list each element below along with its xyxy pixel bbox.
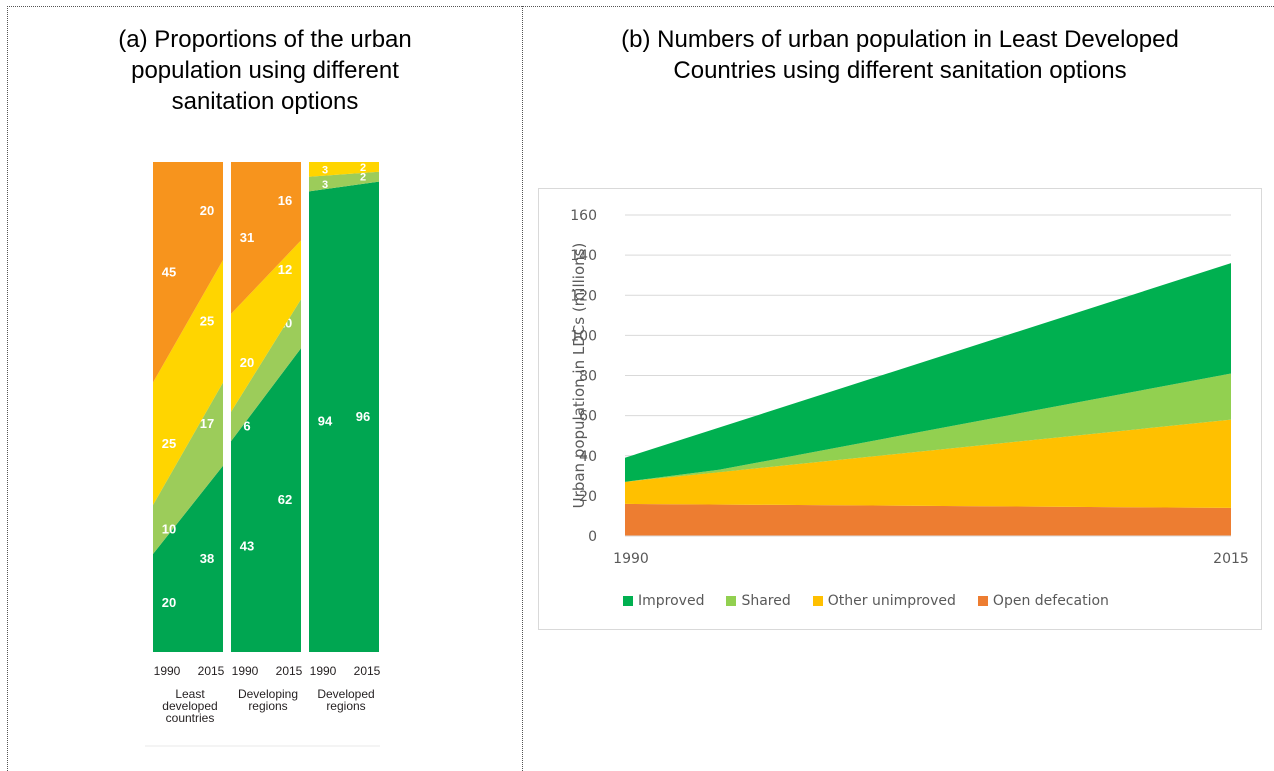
data-label: 96 <box>356 409 370 424</box>
area-shared <box>153 382 223 554</box>
tick-label: 2015 <box>354 664 381 678</box>
left-border <box>7 6 8 771</box>
data-label: 62 <box>278 492 292 507</box>
legend-item-improved: Improved <box>623 593 704 609</box>
data-label: 43 <box>240 539 254 554</box>
data-label: 94 <box>318 414 333 429</box>
group-label: Developing <box>238 687 298 701</box>
legend-label: Improved <box>638 593 705 609</box>
top-border <box>7 6 1274 7</box>
y-axis-label: Urban population in LDCs (millions) <box>570 243 588 509</box>
legend-swatch-other-unimproved <box>812 596 823 606</box>
legend-label: Open defecation <box>992 593 1109 609</box>
y-tick-label: 100 <box>570 328 597 344</box>
tick-label: 1990 <box>232 664 259 678</box>
tick-label: 1990 <box>310 664 337 678</box>
area-other-unimproved <box>309 162 379 177</box>
legend-item-shared: Shared <box>726 593 791 609</box>
proportions-chart: 20 38 10 17 25 25 45 20 1990 2015 Leastdevelopedco… <box>145 162 381 747</box>
y-tick-label: 140 <box>570 248 597 264</box>
legend-swatch-improved <box>623 596 633 606</box>
y-tick-label: 80 <box>579 369 597 385</box>
data-label: 2 <box>360 172 366 184</box>
legend-swatch-open-defecation <box>977 596 988 606</box>
panel-b-title-line: (b) Numbers of urban population in Least… <box>621 26 1179 53</box>
area-shared <box>309 171 379 192</box>
y-tick-label: 20 <box>579 489 597 505</box>
chart-legend: Improved Shared Other unimproved Open de… <box>623 593 1109 609</box>
area-open-defecation <box>231 162 301 314</box>
area-other-unimproved <box>231 240 301 412</box>
area-open-defecation <box>625 503 1231 536</box>
data-label: 12 <box>278 262 292 277</box>
data-label: 20 <box>162 595 176 610</box>
area-shared <box>625 373 1231 482</box>
area-improved <box>625 263 1231 482</box>
data-label: 20 <box>200 203 214 218</box>
y-tick-label: 0 <box>588 529 597 545</box>
tick-label: 2015 <box>198 664 225 678</box>
panel-b-title: (b) Numbers of urban population in Least… <box>540 24 1260 86</box>
legend-item-open-defecation: Open defecation <box>977 593 1109 609</box>
data-label: 10 <box>162 522 176 537</box>
y-tick-label: 60 <box>579 409 597 425</box>
panel-divider <box>522 6 523 771</box>
data-label: 2 <box>360 162 366 174</box>
legend-item-other-unimproved: Other unimproved <box>812 593 956 609</box>
data-label: 20 <box>240 355 254 370</box>
legend-label: Shared <box>741 593 791 609</box>
x-tick-label: 2015 <box>1213 551 1249 567</box>
area-improved <box>153 465 223 652</box>
group-label: Least <box>175 687 205 701</box>
y-tick-label: 40 <box>579 449 597 465</box>
area-open-defecation <box>153 162 223 383</box>
data-label: 38 <box>200 551 214 566</box>
data-label: 3 <box>322 164 328 176</box>
group-label: countries <box>166 711 215 725</box>
y-tick-label: 120 <box>570 288 597 304</box>
data-label: 16 <box>278 193 292 208</box>
group-label: Developed <box>317 687 374 701</box>
tick-label: 2015 <box>276 664 303 678</box>
panel-a-title-line: population using different <box>131 57 399 84</box>
data-label: 25 <box>162 436 176 451</box>
group-label: regions <box>326 699 365 713</box>
area-other-unimproved <box>625 419 1231 508</box>
group-label: regions <box>248 699 287 713</box>
legend-label: Other unimproved <box>827 593 956 609</box>
panel-a-title-line: sanitation options <box>171 88 359 115</box>
x-tick-label: 1990 <box>613 551 649 567</box>
group-label: developed <box>162 699 217 713</box>
panel-a-title-line: (a) Proportions of the urban <box>118 26 412 53</box>
panel-b-title-line: Countries using different sanitation opt… <box>673 57 1127 84</box>
data-label: 6 <box>243 419 250 434</box>
tick-label: 1990 <box>154 664 181 678</box>
data-label: 31 <box>240 230 254 245</box>
area-other-unimproved <box>153 260 223 505</box>
area-improved <box>309 181 379 652</box>
ldc-population-chart: 0 20 40 60 80 100 120 140 160 1990 2015 Urban popul… <box>538 188 1262 630</box>
area-improved <box>231 348 301 652</box>
data-label: 25 <box>200 313 214 328</box>
legend-swatch-shared <box>726 596 737 606</box>
panel-a-title: (a) Proportions of the urban population … <box>60 24 470 117</box>
y-tick-label: 160 <box>570 208 597 224</box>
data-label: 3 <box>322 179 328 191</box>
area-shared <box>231 299 301 442</box>
ldc-population-plot: 0 20 40 60 80 100 120 140 160 1990 2015 Urban popul… <box>570 208 1249 567</box>
data-label: 45 <box>162 264 176 279</box>
data-label: 17 <box>200 416 214 431</box>
